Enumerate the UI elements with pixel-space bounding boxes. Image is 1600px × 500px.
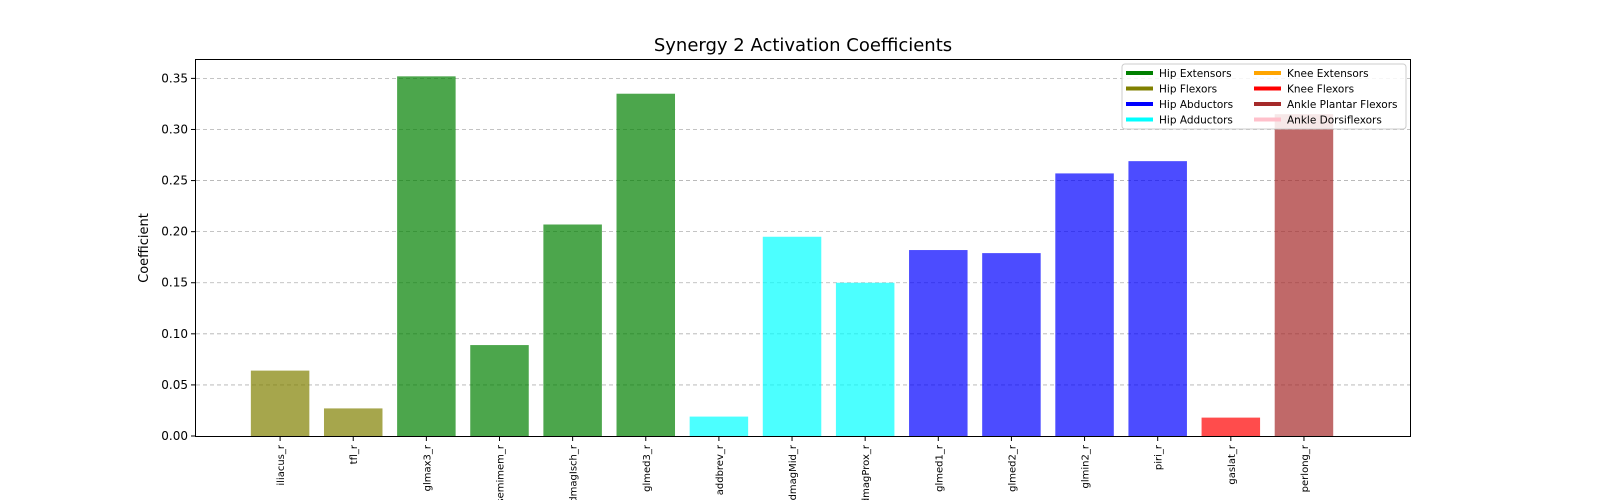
- x-tick-label: tfl_r: [349, 444, 360, 464]
- x-tick-label: glmed1_r: [934, 444, 945, 492]
- chart-title: Synergy 2 Activation Coefficients: [654, 35, 952, 56]
- plot-frame: [195, 59, 1411, 437]
- x-tick-label: addmagMid_r: [788, 444, 799, 500]
- legend-label: Hip Abductors: [1159, 99, 1233, 111]
- bar-glmax3_r: [397, 76, 456, 436]
- x-tick-label: piri_r: [1154, 444, 1165, 470]
- x-tick-label: glmin2_r: [1081, 444, 1092, 488]
- bar-semimem_r: [470, 345, 529, 436]
- y-tick-label: 0.05: [161, 378, 188, 392]
- bar-iliacus_r: [250, 370, 310, 436]
- bars: [250, 76, 1334, 437]
- legend-box: [1121, 63, 1407, 130]
- bar-glmed2_r: [982, 253, 1041, 436]
- bar-addmagIsch_r: [543, 224, 602, 436]
- y-tick-label: 0.15: [161, 276, 188, 290]
- bar-glmed3_r: [616, 93, 676, 436]
- y-tick-label: 0.00: [161, 429, 188, 443]
- y-tick-label: 0.25: [161, 174, 188, 188]
- legend-label: Knee Flexors: [1287, 84, 1354, 96]
- x-tick-label: gaslat_r: [1227, 444, 1238, 485]
- y-tick-label: 0.35: [161, 71, 188, 85]
- legend-label: Hip Extensors: [1159, 68, 1232, 80]
- bar-addmagProx_r: [835, 282, 895, 436]
- bar-glmin2_r: [1055, 173, 1114, 437]
- x-axis-ticks: iliacus_r tfl_r glmax3_r semimem_r addmagIsc…: [276, 436, 1311, 500]
- bar-gaslat_r: [1201, 417, 1261, 436]
- bar-perlong_r: [1274, 114, 1334, 437]
- bar-piri_r: [1128, 161, 1187, 437]
- x-tick-label: semimem_r: [496, 444, 507, 500]
- legend-label: Hip Flexors: [1159, 84, 1217, 96]
- x-tick-label: glmed2_r: [1007, 444, 1018, 492]
- x-tick-label: addmagProx_r: [861, 444, 872, 500]
- y-axis-label: Coefficient: [137, 213, 152, 283]
- x-tick-label: addmagIsch_r: [569, 444, 580, 500]
- y-tick-label: 0.30: [161, 122, 188, 136]
- legend: Hip Extensors Hip Flexors Hip Abductors Hip…: [1121, 63, 1407, 130]
- x-tick-label: glmax3_r: [422, 444, 433, 491]
- bar-tfl_r: [323, 408, 383, 436]
- legend-label: Knee Extensors: [1287, 68, 1369, 80]
- x-tick-label: addbrev_r: [715, 444, 726, 495]
- y-axis-ticks: 0.00 0.05 0.10 0.15 0.20 0.25 0.30 0.35: [161, 71, 196, 443]
- bar-addmagMid_r: [762, 236, 822, 436]
- x-tick-label: iliacus_r: [276, 444, 287, 486]
- legend-label: Hip Adductors: [1159, 115, 1233, 127]
- legend-label: Ankle Plantar Flexors: [1287, 99, 1398, 111]
- x-tick-label: perlong_r: [1300, 444, 1311, 492]
- y-tick-label: 0.10: [161, 327, 188, 341]
- x-tick-label: glmed3_r: [642, 444, 653, 492]
- y-tick-label: 0.20: [161, 225, 188, 239]
- bar-addbrev_r: [689, 416, 749, 436]
- legend-label: Ankle Dorsiflexors: [1287, 115, 1382, 127]
- bar-glmed1_r: [909, 250, 968, 436]
